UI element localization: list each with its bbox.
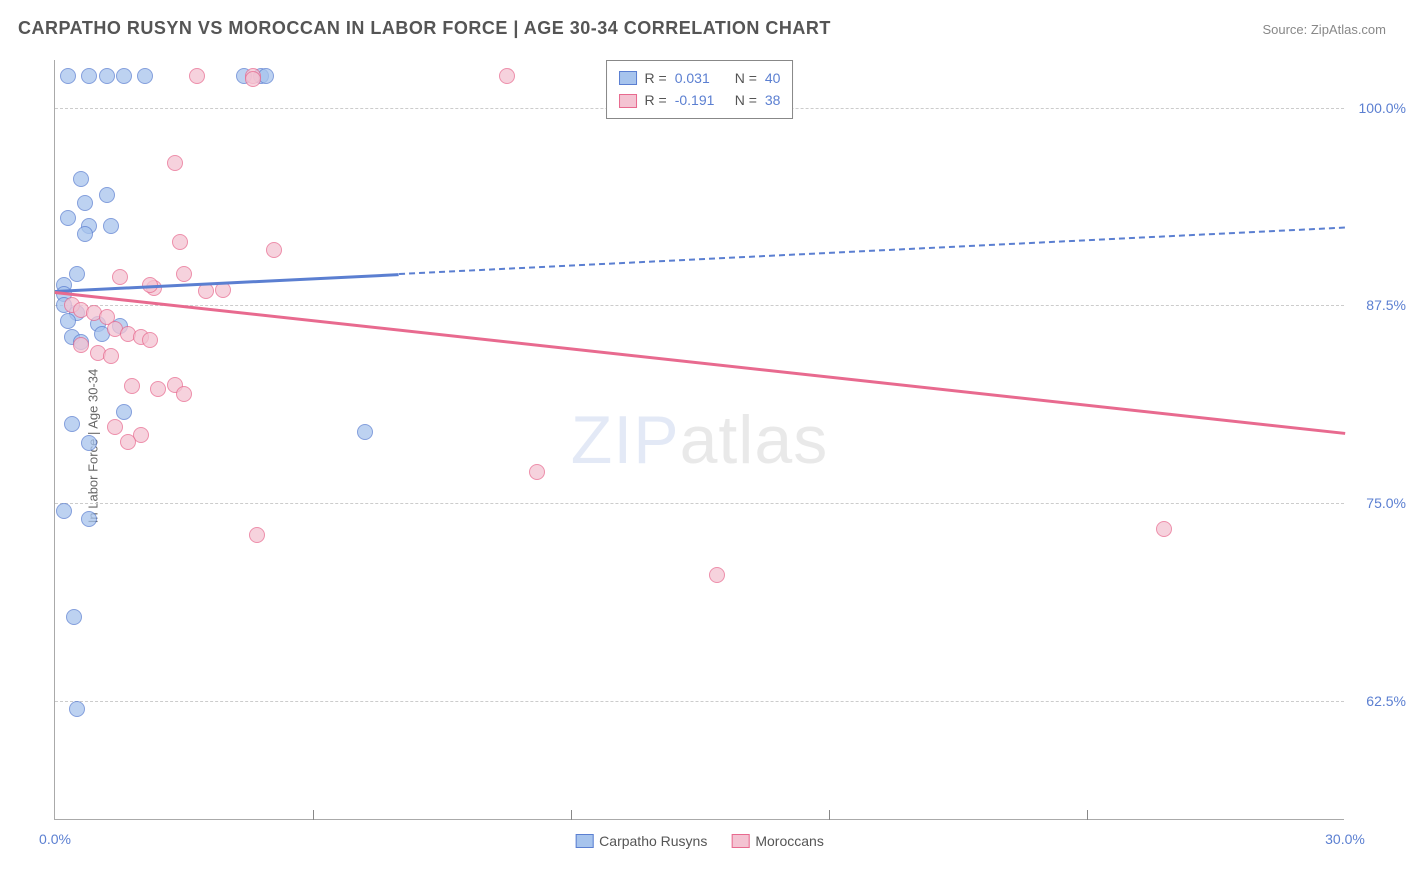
- source-label: Source: ZipAtlas.com: [1262, 22, 1386, 37]
- scatter-point: [167, 155, 183, 171]
- scatter-point: [99, 187, 115, 203]
- scatter-point: [64, 416, 80, 432]
- scatter-point: [176, 266, 192, 282]
- scatter-point: [189, 68, 205, 84]
- scatter-point: [172, 234, 188, 250]
- scatter-point: [245, 71, 261, 87]
- source-prefix: Source:: [1262, 22, 1310, 37]
- legend-r-value: -0.191: [675, 89, 727, 111]
- watermark-zip: ZIP: [571, 402, 680, 478]
- x-tick-mark: [1087, 810, 1088, 820]
- scatter-point: [60, 313, 76, 329]
- scatter-point: [77, 195, 93, 211]
- scatter-point: [142, 332, 158, 348]
- legend-r-label: R =: [645, 67, 667, 89]
- legend-swatch: [575, 834, 593, 848]
- scatter-point: [60, 210, 76, 226]
- series-name: Carpatho Rusyns: [599, 833, 707, 849]
- y-tick-label: 75.0%: [1351, 495, 1406, 511]
- scatter-point: [249, 527, 265, 543]
- scatter-point: [357, 424, 373, 440]
- scatter-point: [107, 419, 123, 435]
- scatter-point: [529, 464, 545, 480]
- x-tick-mark: [313, 810, 314, 820]
- legend-n-value: 40: [765, 67, 781, 89]
- scatter-point: [81, 435, 97, 451]
- series-legend-item: Moroccans: [731, 833, 823, 849]
- x-tick-mark: [571, 810, 572, 820]
- series-name: Moroccans: [755, 833, 823, 849]
- series-legend: Carpatho Rusyns Moroccans: [575, 833, 824, 849]
- scatter-point: [112, 269, 128, 285]
- legend-n-label: N =: [735, 89, 757, 111]
- scatter-point: [69, 701, 85, 717]
- legend-r-label: R =: [645, 89, 667, 111]
- scatter-point: [103, 218, 119, 234]
- scatter-point: [1156, 521, 1172, 537]
- scatter-point: [69, 266, 85, 282]
- scatter-point: [150, 381, 166, 397]
- y-tick-label: 100.0%: [1351, 100, 1406, 116]
- x-tick-label: 0.0%: [39, 831, 71, 847]
- legend-row: R = 0.031 N = 40: [619, 67, 781, 89]
- series-legend-item: Carpatho Rusyns: [575, 833, 707, 849]
- scatter-point: [73, 337, 89, 353]
- scatter-point: [66, 609, 82, 625]
- scatter-point: [176, 386, 192, 402]
- x-tick-label: 30.0%: [1325, 831, 1365, 847]
- scatter-point: [499, 68, 515, 84]
- watermark: ZIPatlas: [571, 401, 828, 479]
- scatter-point: [116, 404, 132, 420]
- gridline-horizontal: [55, 305, 1344, 306]
- gridline-horizontal: [55, 701, 1344, 702]
- gridline-horizontal: [55, 503, 1344, 504]
- scatter-point: [99, 68, 115, 84]
- chart-plot-area: ZIPatlas 62.5%75.0%87.5%100.0%0.0%30.0%R…: [54, 60, 1344, 820]
- legend-row: R = -0.191 N = 38: [619, 89, 781, 111]
- correlation-legend: R = 0.031 N = 40 R = -0.191 N = 38: [606, 60, 794, 119]
- scatter-point: [56, 503, 72, 519]
- legend-n-value: 38: [765, 89, 781, 111]
- scatter-point: [116, 68, 132, 84]
- scatter-point: [77, 226, 93, 242]
- scatter-point: [73, 171, 89, 187]
- legend-swatch: [619, 94, 637, 108]
- scatter-point: [103, 348, 119, 364]
- legend-r-value: 0.031: [675, 67, 727, 89]
- x-tick-mark: [829, 810, 830, 820]
- y-tick-label: 87.5%: [1351, 297, 1406, 313]
- scatter-point: [81, 511, 97, 527]
- legend-swatch: [619, 71, 637, 85]
- chart-title: CARPATHO RUSYN VS MOROCCAN IN LABOR FORC…: [18, 18, 831, 39]
- legend-n-label: N =: [735, 67, 757, 89]
- source-name: ZipAtlas.com: [1311, 22, 1386, 37]
- scatter-point: [60, 68, 76, 84]
- scatter-point: [137, 68, 153, 84]
- trend-line: [55, 291, 1345, 435]
- y-tick-label: 62.5%: [1351, 693, 1406, 709]
- scatter-point: [81, 68, 97, 84]
- watermark-rest: atlas: [680, 402, 829, 478]
- scatter-point: [266, 242, 282, 258]
- scatter-point: [709, 567, 725, 583]
- trend-line-dashed: [399, 226, 1345, 274]
- legend-swatch: [731, 834, 749, 848]
- scatter-point: [124, 378, 140, 394]
- scatter-point: [120, 434, 136, 450]
